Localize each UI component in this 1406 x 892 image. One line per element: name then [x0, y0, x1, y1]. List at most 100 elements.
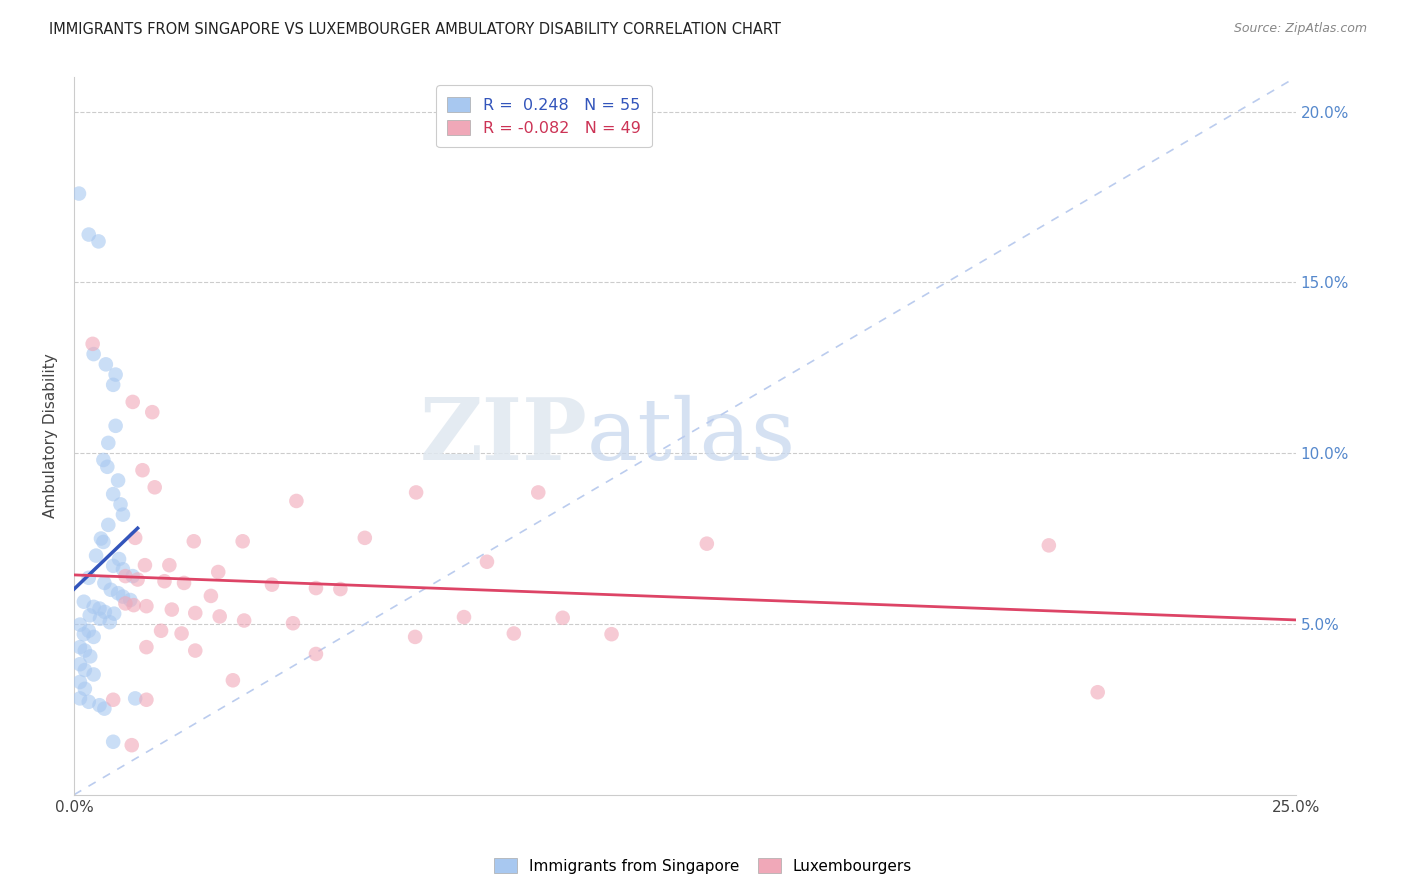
Point: [69, 657, 91, 672]
Point: [329, 582, 352, 596]
Point: [97, 517, 120, 532]
Point: [127, 573, 149, 587]
Point: [108, 552, 131, 566]
Point: [77, 695, 100, 709]
Point: [98, 615, 121, 630]
Point: [475, 555, 498, 569]
Point: [103, 607, 125, 621]
Point: [134, 558, 156, 573]
Point: [285, 494, 308, 508]
Point: [281, 616, 304, 631]
Point: [114, 596, 136, 610]
Text: ZIP: ZIP: [419, 394, 588, 478]
Point: [150, 624, 173, 638]
Point: [141, 405, 163, 419]
Point: [1087, 685, 1109, 699]
Point: [260, 577, 283, 591]
Point: [83, 347, 105, 361]
Legend: Immigrants from Singapore, Luxembourgers: Immigrants from Singapore, Luxembourgers: [488, 852, 918, 880]
Point: [135, 692, 157, 706]
Point: [122, 598, 145, 612]
Point: [153, 574, 176, 589]
Point: [200, 589, 222, 603]
Point: [124, 531, 146, 545]
Point: [87, 235, 110, 249]
Point: [84, 549, 107, 563]
Point: [101, 558, 124, 573]
Point: [143, 480, 166, 494]
Point: [93, 453, 115, 467]
Point: [111, 562, 134, 576]
Point: [305, 647, 328, 661]
Y-axis label: Ambulatory Disability: Ambulatory Disability: [44, 354, 58, 518]
Point: [107, 586, 129, 600]
Point: [232, 534, 254, 549]
Point: [1038, 538, 1060, 552]
Point: [104, 418, 127, 433]
Point: [93, 576, 115, 591]
Point: [69, 617, 91, 632]
Point: [305, 581, 328, 595]
Point: [107, 474, 129, 488]
Point: [83, 630, 105, 644]
Text: IMMIGRANTS FROM SINGAPORE VS LUXEMBOURGER AMBULATORY DISABILITY CORRELATION CHAR: IMMIGRANTS FROM SINGAPORE VS LUXEMBOURGE…: [49, 22, 782, 37]
Point: [110, 497, 132, 511]
Point: [135, 599, 157, 614]
Point: [208, 609, 231, 624]
Point: [696, 536, 718, 550]
Point: [183, 534, 205, 549]
Point: [101, 487, 124, 501]
Point: [93, 701, 115, 715]
Point: [405, 485, 427, 500]
Point: [121, 569, 143, 583]
Point: [90, 532, 112, 546]
Point: [157, 558, 180, 573]
Point: [89, 601, 111, 615]
Point: [502, 626, 524, 640]
Point: [101, 377, 124, 392]
Point: [100, 582, 122, 597]
Point: [111, 508, 134, 522]
Point: [73, 663, 96, 677]
Point: [101, 735, 124, 749]
Point: [69, 675, 91, 690]
Point: [79, 608, 101, 623]
Point: [83, 599, 105, 614]
Point: [67, 186, 90, 201]
Point: [69, 691, 91, 706]
Point: [600, 627, 623, 641]
Point: [69, 640, 91, 655]
Point: [207, 565, 229, 579]
Point: [96, 459, 118, 474]
Point: [170, 626, 193, 640]
Point: [173, 576, 195, 591]
Point: [104, 368, 127, 382]
Point: [89, 612, 111, 626]
Point: [73, 595, 96, 609]
Point: [79, 649, 101, 664]
Point: [404, 630, 426, 644]
Point: [82, 336, 104, 351]
Point: [124, 691, 146, 706]
Point: [120, 593, 142, 607]
Point: [111, 590, 134, 604]
Point: [551, 611, 574, 625]
Point: [453, 610, 475, 624]
Text: Source: ZipAtlas.com: Source: ZipAtlas.com: [1233, 22, 1367, 36]
Point: [93, 535, 115, 549]
Point: [83, 667, 105, 681]
Point: [97, 436, 120, 450]
Point: [77, 227, 100, 242]
Point: [353, 531, 375, 545]
Point: [222, 673, 245, 688]
Point: [73, 681, 96, 696]
Point: [73, 643, 96, 657]
Point: [101, 692, 124, 706]
Point: [121, 395, 143, 409]
Point: [77, 624, 100, 638]
Point: [160, 602, 183, 616]
Point: [77, 571, 100, 585]
Point: [89, 698, 111, 713]
Point: [184, 606, 207, 620]
Point: [184, 643, 207, 657]
